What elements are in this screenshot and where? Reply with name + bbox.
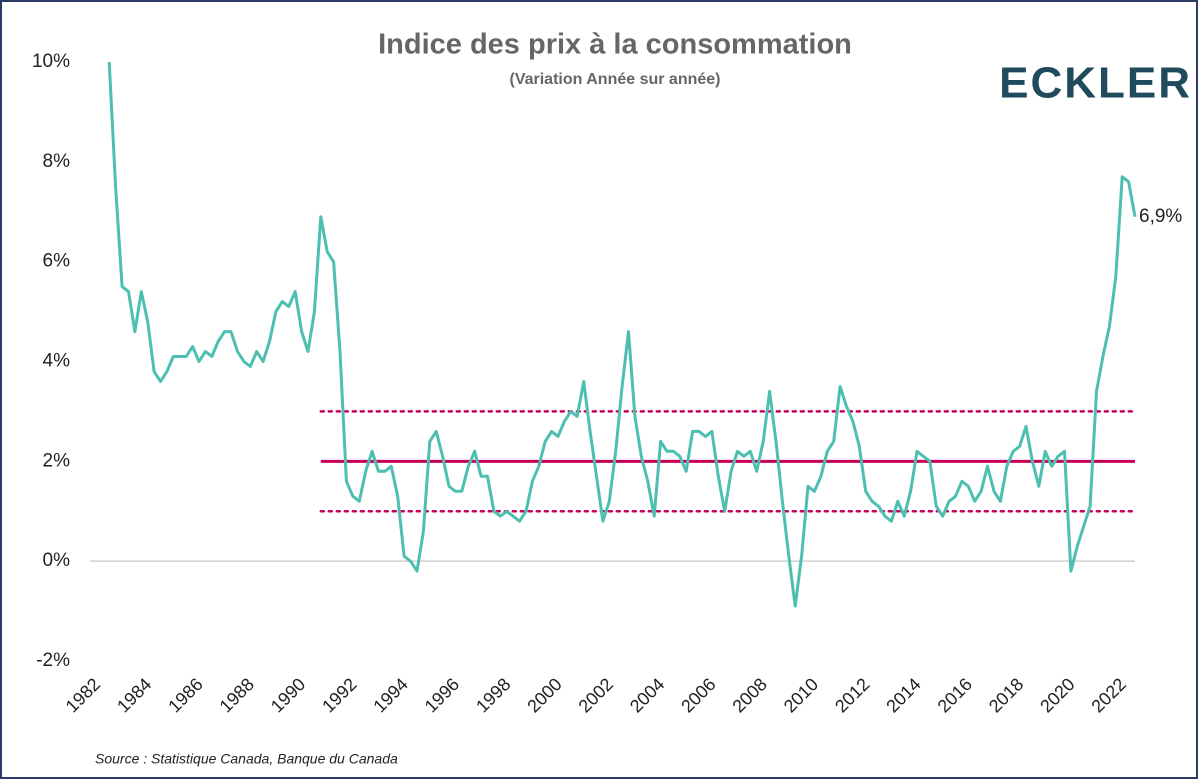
y-tick-label: 8% xyxy=(43,151,71,172)
y-tick-label: 10% xyxy=(32,51,70,72)
chart-subtitle: (Variation Année sur année) xyxy=(509,71,720,88)
y-tick-label: 0% xyxy=(43,550,71,571)
y-tick-label: 2% xyxy=(43,450,71,471)
y-tick-label: 4% xyxy=(43,351,71,372)
end-label: 6,9% xyxy=(1139,206,1182,227)
chart-title: Indice des prix à la consommation xyxy=(378,29,852,61)
y-tick-label: 6% xyxy=(43,251,71,272)
source-note: Source : Statistique Canada, Banque du C… xyxy=(95,751,398,767)
brand-logo: ECKLER xyxy=(999,59,1192,108)
y-tick-label: -2% xyxy=(36,650,70,671)
cpi-line xyxy=(107,62,1137,608)
